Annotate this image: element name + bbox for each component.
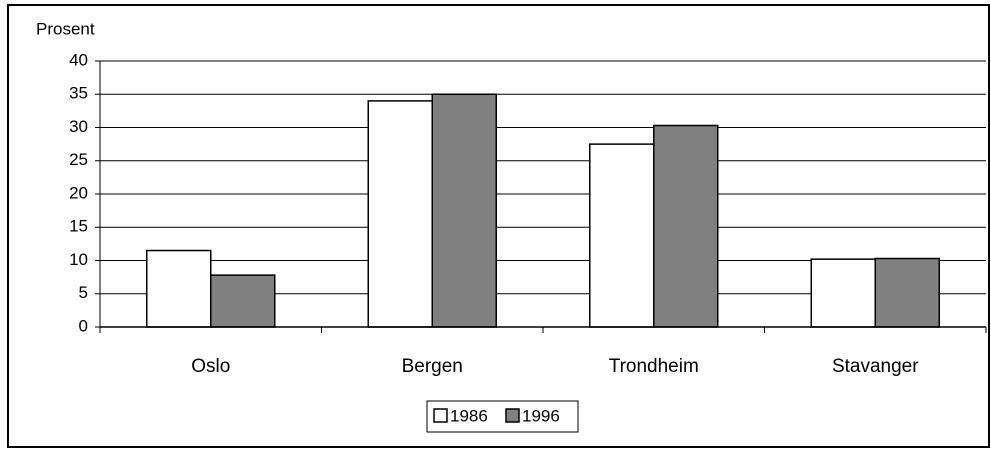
x-tick-label: Oslo xyxy=(191,356,230,377)
y-tick-label: 20 xyxy=(69,183,88,202)
y-tick-label: 25 xyxy=(69,150,88,169)
bar xyxy=(810,258,876,328)
legend-label: 1996 xyxy=(522,406,560,425)
bar xyxy=(874,257,940,328)
legend-swatch xyxy=(433,408,448,423)
legend-box xyxy=(426,400,579,433)
x-tick-label: Trondheim xyxy=(609,356,699,377)
bar xyxy=(146,249,212,328)
y-tick-label: 5 xyxy=(79,283,88,302)
y-tick-label: 10 xyxy=(69,250,88,269)
y-tick-label: 30 xyxy=(69,117,88,136)
bar xyxy=(589,143,655,328)
y-tick-label: 15 xyxy=(69,217,88,236)
y-tick-label: 0 xyxy=(79,316,88,335)
legend-label: 1986 xyxy=(450,406,488,425)
y-tick-label: 40 xyxy=(69,50,88,69)
bar xyxy=(210,274,276,328)
legend-swatch xyxy=(505,408,520,423)
chart-frame xyxy=(7,4,990,448)
x-tick-label: Stavanger xyxy=(832,356,919,377)
bar xyxy=(367,100,433,328)
y-tick-label: 35 xyxy=(69,84,88,103)
x-tick-label: Bergen xyxy=(402,356,463,377)
bar xyxy=(653,124,719,328)
y-axis-label: Prosent xyxy=(36,19,95,38)
bar xyxy=(431,93,497,328)
